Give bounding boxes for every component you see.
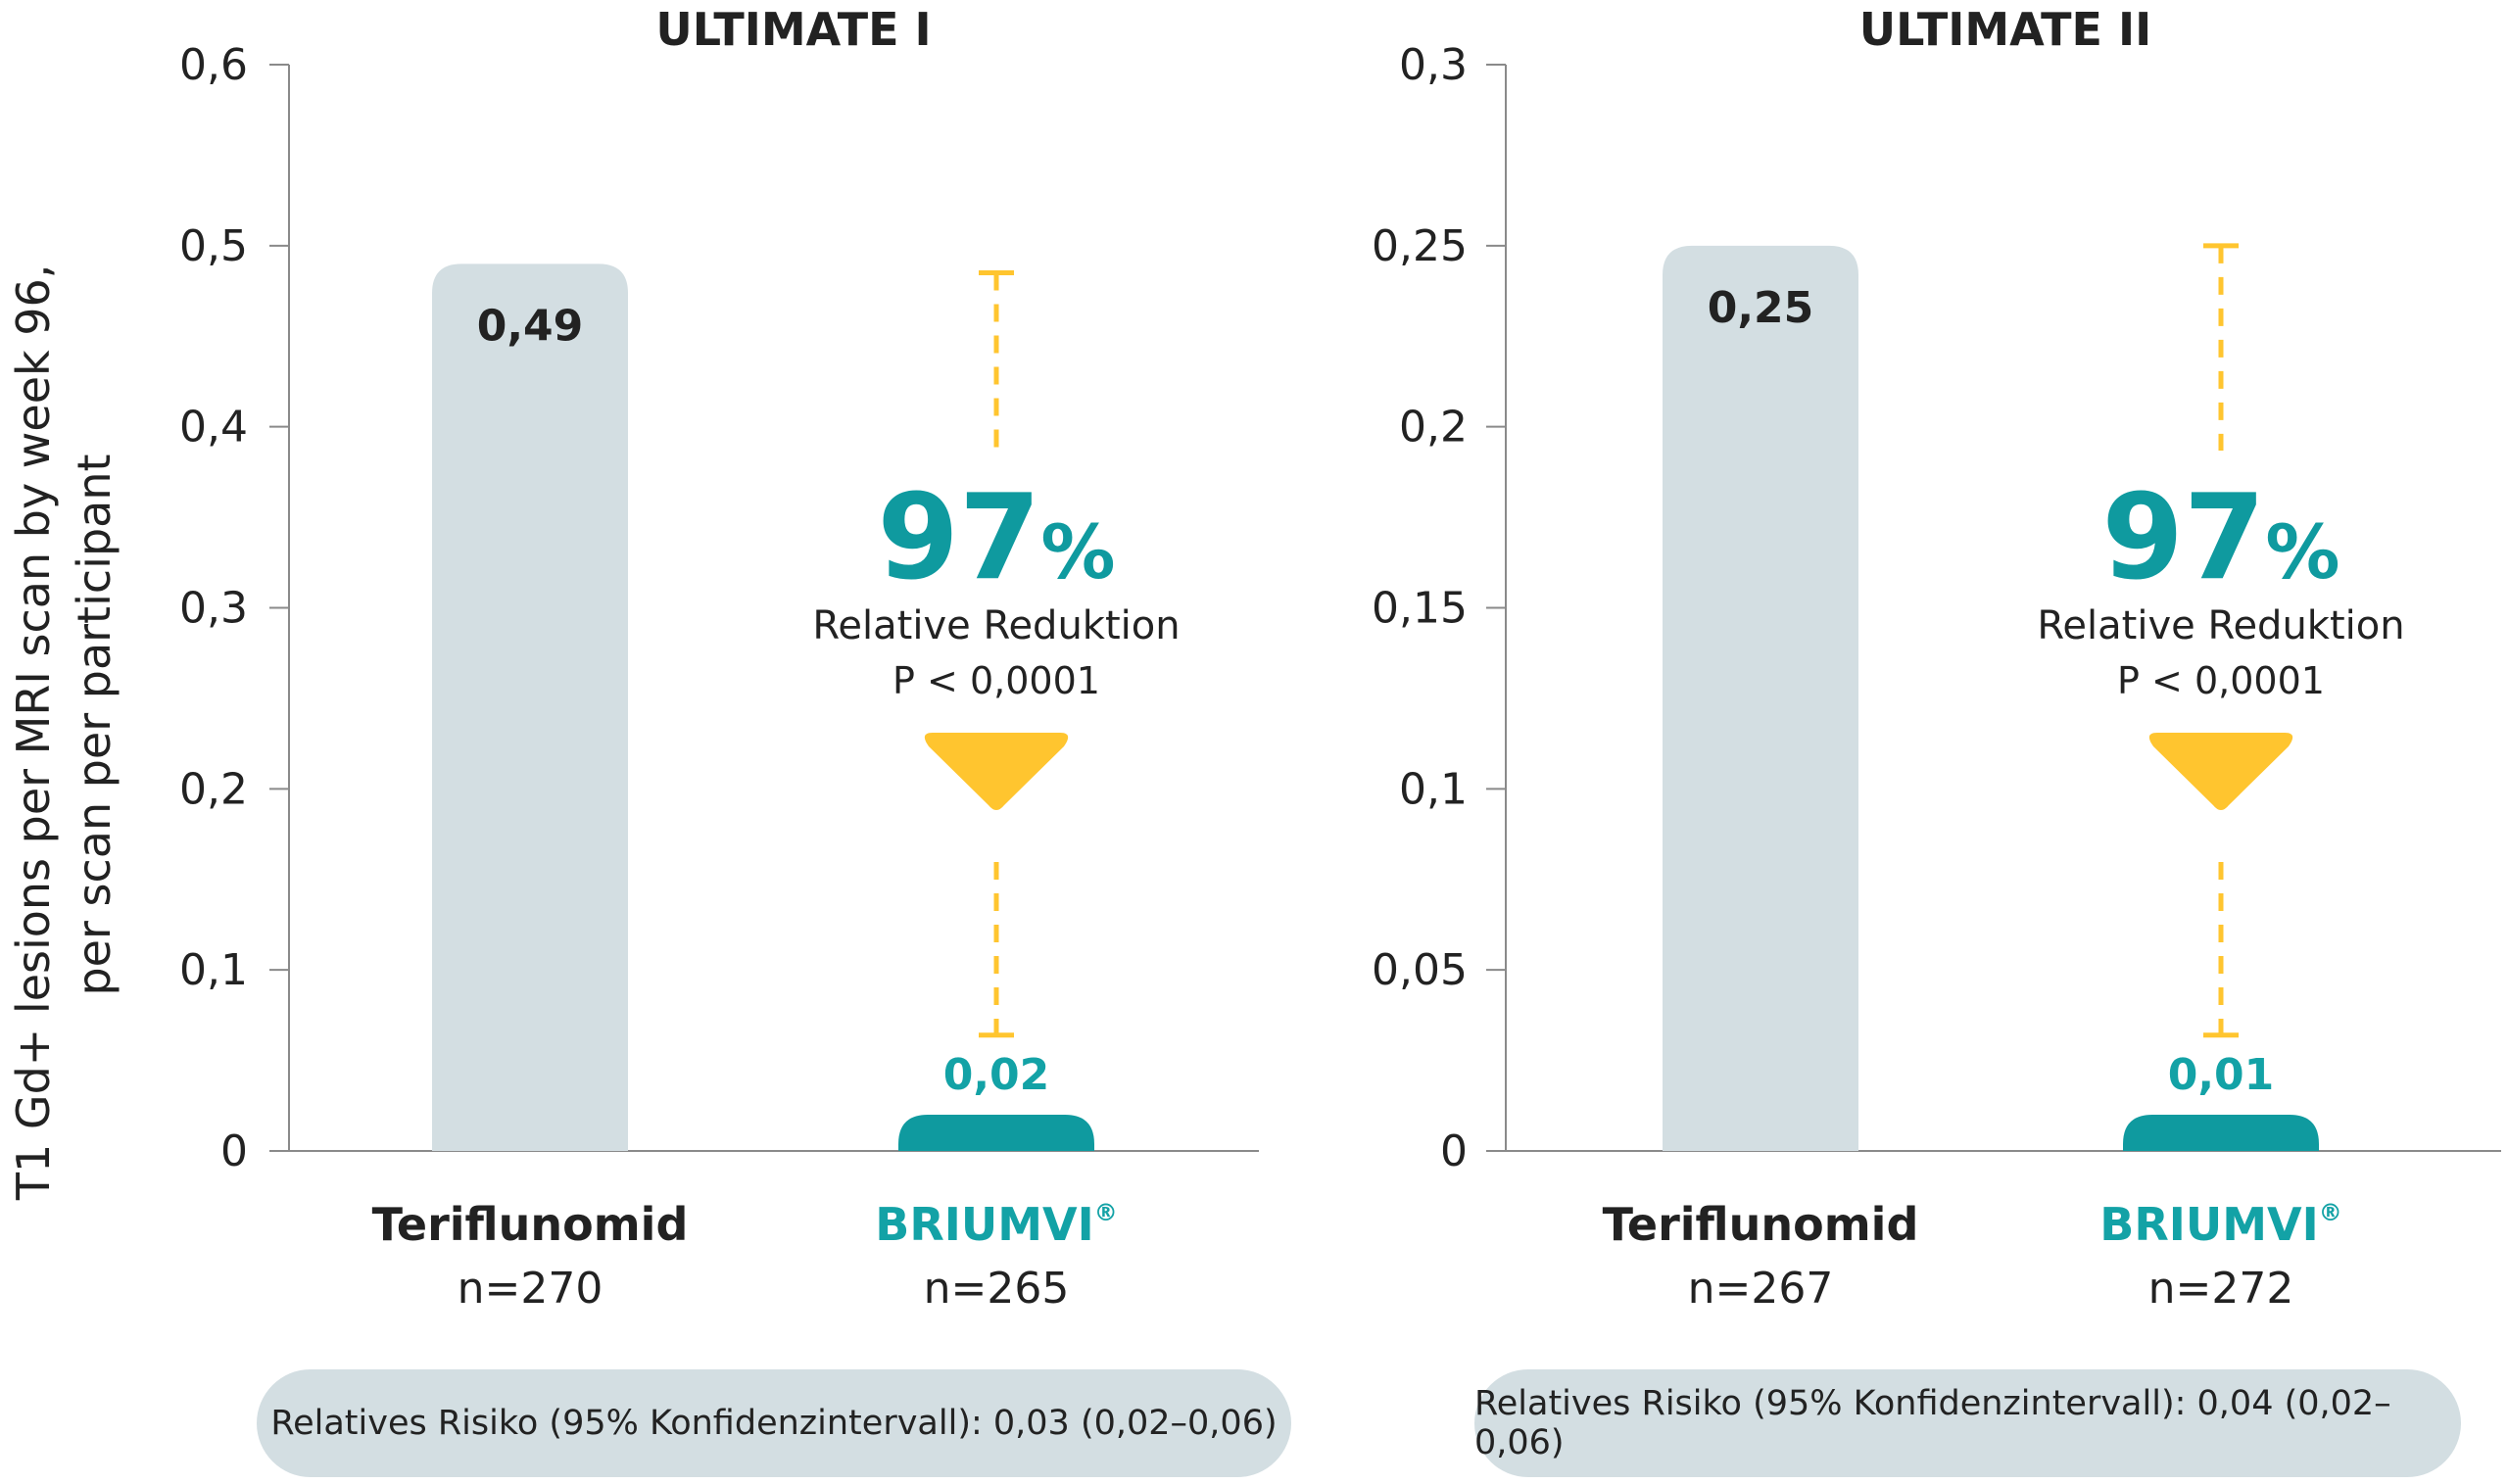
y-tick-label: 0,5 (179, 221, 248, 271)
chart-panel-ultimate-2: ULTIMATE II 0 0,05 0,1 0,15 0,2 0,25 0,3 0,25 Ter… (1372, 3, 2501, 1314)
x-category-n: n=267 (1688, 1264, 1834, 1314)
reduction-percent-value: 97 (877, 470, 1040, 606)
x-category-label: BRIUMVI® (875, 1198, 1117, 1251)
relative-risk-note-ultimate-1: Relatives Risiko (95% Konfidenzintervall… (257, 1369, 1291, 1477)
x-category-n: n=272 (2148, 1264, 2294, 1314)
bar-teriflunomid (432, 263, 628, 1152)
reduction-label: Relative Reduktion (812, 603, 1180, 648)
x-category-name: Teriflunomid (1603, 1198, 1919, 1251)
bar-teriflunomid (1663, 245, 1858, 1152)
x-category-label: BRIUMVI® (2099, 1198, 2341, 1251)
x-category-label: Teriflunomid (1603, 1198, 1919, 1251)
down-arrow-icon (924, 733, 1069, 810)
reduction-p-value: P < 0,0001 (892, 659, 1100, 702)
x-category-name: BRIUMVI (2099, 1198, 2318, 1251)
y-tick-label: 0,05 (1372, 945, 1468, 995)
reduction-percent-value: 97 (2101, 470, 2265, 606)
x-category-name: Teriflunomid (372, 1198, 689, 1251)
relative-risk-note-ultimate-2: Relatives Risiko (95% Konfidenzintervall… (1474, 1369, 2461, 1477)
chart-title-ultimate-2: ULTIMATE II (1859, 3, 2151, 56)
y-tick-label: 0,6 (179, 40, 248, 90)
x-category-n: n=265 (924, 1264, 1070, 1314)
y-tick-label: 0 (1440, 1126, 1468, 1176)
y-tick-label: 0,1 (179, 945, 248, 995)
chart-panel-ultimate-1: ULTIMATE I 0 0,1 0,2 0,3 0,4 0,5 0,6 0,49 Teriflu… (179, 3, 1259, 1314)
registered-mark: ® (2319, 1199, 2342, 1226)
x-category-n: n=270 (458, 1264, 603, 1314)
reduction-percent-sign: % (2265, 508, 2339, 596)
reduction-p-value: P < 0,0001 (2117, 659, 2325, 702)
bar-value-label: 0,25 (1708, 283, 1814, 333)
y-tick-label: 0,25 (1372, 221, 1468, 271)
bar-value-label: 0,01 (2168, 1050, 2275, 1100)
y-tick-label: 0,3 (1399, 40, 1468, 90)
y-tick-label: 0,2 (179, 764, 248, 814)
y-tick-label: 0,3 (179, 584, 248, 634)
registered-mark: ® (1094, 1199, 1118, 1226)
y-tick-label: 0,2 (1399, 403, 1468, 453)
reduction-percent: 97% (2101, 470, 2339, 606)
y-tick-label: 0,15 (1372, 584, 1468, 634)
down-arrow-icon (2148, 733, 2293, 810)
reduction-label: Relative Reduktion (2037, 603, 2404, 648)
reduction-percent-sign: % (1040, 508, 1115, 596)
x-category-label: Teriflunomid (372, 1198, 689, 1251)
reduction-percent: 97% (877, 470, 1115, 606)
y-tick-label: 0,1 (1399, 764, 1468, 814)
y-tick-label: 0,4 (179, 403, 248, 453)
y-axis-title-line2: per scan per participant (68, 454, 121, 995)
bar-briumvi (898, 1115, 1094, 1151)
bar-briumvi (2123, 1115, 2319, 1151)
bar-value-label: 0,02 (943, 1050, 1050, 1100)
x-category-name: BRIUMVI (875, 1198, 1093, 1251)
y-axis-title-line1: T1 Gd+ lesions per MRI scan by week 96, (7, 264, 60, 1202)
chart-title-ultimate-1: ULTIMATE I (655, 3, 931, 56)
y-tick-label: 0 (220, 1126, 248, 1176)
y-axis-title: T1 Gd+ lesions per MRI scan by week 96, … (7, 250, 121, 1201)
bar-value-label: 0,49 (477, 301, 584, 351)
